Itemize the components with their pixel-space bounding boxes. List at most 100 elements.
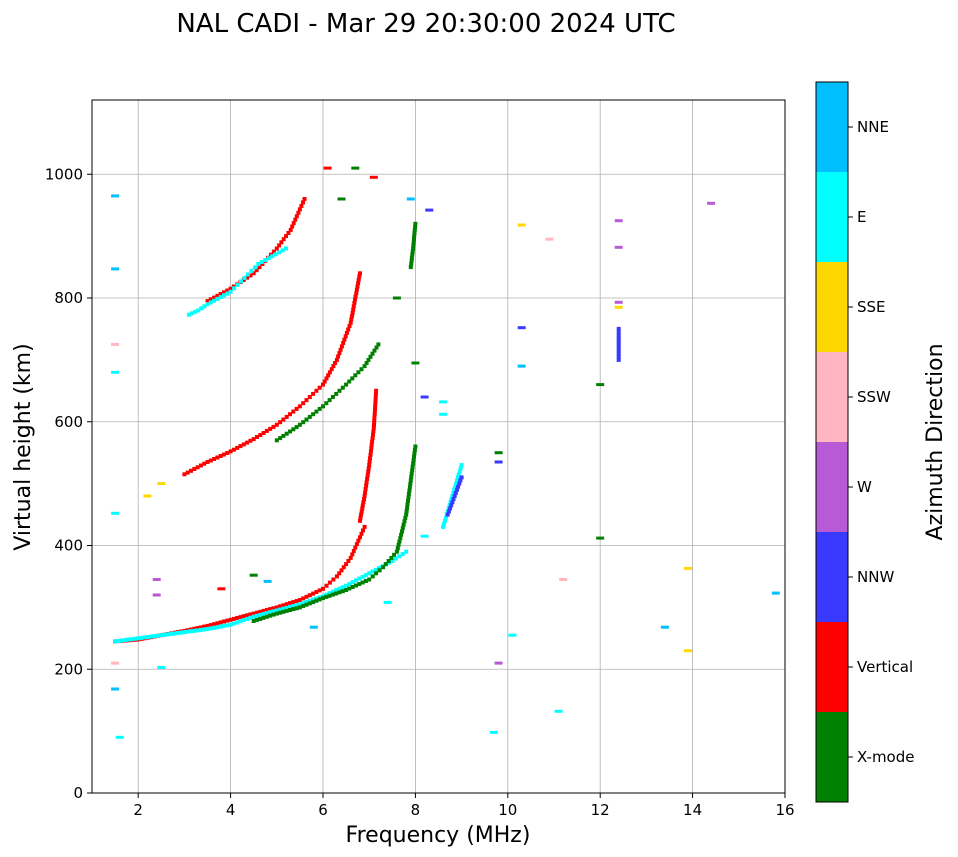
data-point: [231, 616, 236, 621]
data-point: [271, 606, 276, 611]
data-point: [337, 197, 346, 201]
data-point: [367, 459, 372, 464]
data-point: [412, 451, 417, 456]
data-point: [350, 552, 355, 557]
data-point: [254, 268, 259, 273]
data-point: [333, 361, 338, 365]
data-point: [274, 605, 279, 610]
data-point: [218, 295, 223, 300]
x-tick-label: 10: [498, 801, 517, 819]
data-point: [337, 571, 342, 576]
data-point: [264, 608, 269, 612]
data-point: [409, 475, 414, 480]
data-point: [338, 347, 343, 352]
data-point: [372, 409, 377, 414]
data-point: [331, 364, 336, 369]
data-point: [373, 567, 378, 572]
data-point: [452, 487, 457, 492]
data-point: [301, 401, 306, 406]
data-point: [367, 463, 372, 468]
data-point: [360, 580, 365, 585]
data-point: [344, 330, 349, 335]
data-point: [235, 620, 240, 625]
data-point: [149, 634, 154, 639]
data-point: [189, 468, 193, 473]
data-point: [406, 495, 411, 500]
data-point: [169, 631, 174, 636]
data-point: [377, 566, 382, 570]
data-point: [111, 194, 120, 198]
data-point: [361, 500, 366, 505]
data-point: [304, 600, 309, 604]
data-point: [288, 412, 292, 417]
x-tick-label: 6: [318, 801, 328, 819]
data-point: [255, 610, 259, 615]
data-point: [412, 454, 416, 459]
data-point: [198, 625, 203, 630]
colorbar-frame: [815, 81, 849, 803]
data-point: [596, 383, 605, 387]
data-point: [321, 382, 325, 387]
plot-area: 2 4 6 8 10 12 14 16 0 200 400 600 800 1000: [45, 99, 795, 819]
data-point: [363, 573, 368, 578]
data-point: [205, 302, 210, 307]
colorbar-tick-label: SSW: [857, 388, 891, 406]
data-point: [278, 420, 283, 425]
data-point: [341, 341, 346, 345]
data-point: [126, 637, 131, 642]
data-point: [406, 197, 415, 201]
data-point: [458, 478, 463, 483]
colorbar: X-mode Vertical NNW W SSW SSE E NNE: [815, 81, 914, 803]
data-point: [274, 438, 279, 443]
data-point: [288, 604, 292, 609]
data-point: [291, 409, 296, 414]
data-point: [350, 314, 354, 319]
data-point: [218, 454, 223, 458]
data-point: [771, 591, 780, 595]
data-point: [369, 446, 374, 451]
data-point: [297, 404, 302, 409]
data-point: [411, 361, 420, 365]
data-point: [400, 529, 404, 534]
data-point: [400, 526, 405, 531]
data-point: [231, 621, 236, 626]
data-point: [616, 330, 621, 334]
data-point: [278, 436, 283, 441]
data-point: [406, 498, 410, 503]
data-point: [113, 639, 118, 644]
data-point: [307, 414, 312, 419]
data-point: [354, 291, 359, 296]
data-point: [182, 630, 187, 635]
data-point: [311, 591, 316, 596]
data-point: [614, 300, 623, 304]
data-point: [301, 200, 305, 205]
colorbar-swatch: [816, 262, 848, 352]
data-point: [193, 309, 198, 314]
data-point: [357, 274, 362, 279]
data-point: [222, 623, 226, 628]
data-point: [684, 566, 692, 570]
data-point: [373, 398, 378, 403]
data-point: [351, 307, 356, 312]
data-point: [143, 494, 152, 498]
data-point: [179, 630, 184, 635]
data-point: [245, 440, 250, 445]
colorbar-tick-label: Vertical: [857, 658, 913, 676]
data-point: [450, 494, 455, 498]
data-point: [268, 426, 273, 431]
data-point: [368, 452, 373, 457]
data-point: [257, 265, 262, 270]
data-point: [297, 605, 302, 610]
data-point: [399, 532, 404, 537]
data-point: [349, 317, 354, 322]
data-point: [449, 497, 454, 502]
data-point: [408, 265, 413, 270]
data-point: [459, 475, 464, 480]
data-point: [268, 610, 273, 615]
data-point: [330, 592, 335, 597]
data-point: [255, 617, 259, 622]
data-point: [366, 466, 371, 471]
data-point: [202, 461, 207, 466]
data-point: [327, 398, 332, 403]
data-point: [291, 604, 296, 608]
